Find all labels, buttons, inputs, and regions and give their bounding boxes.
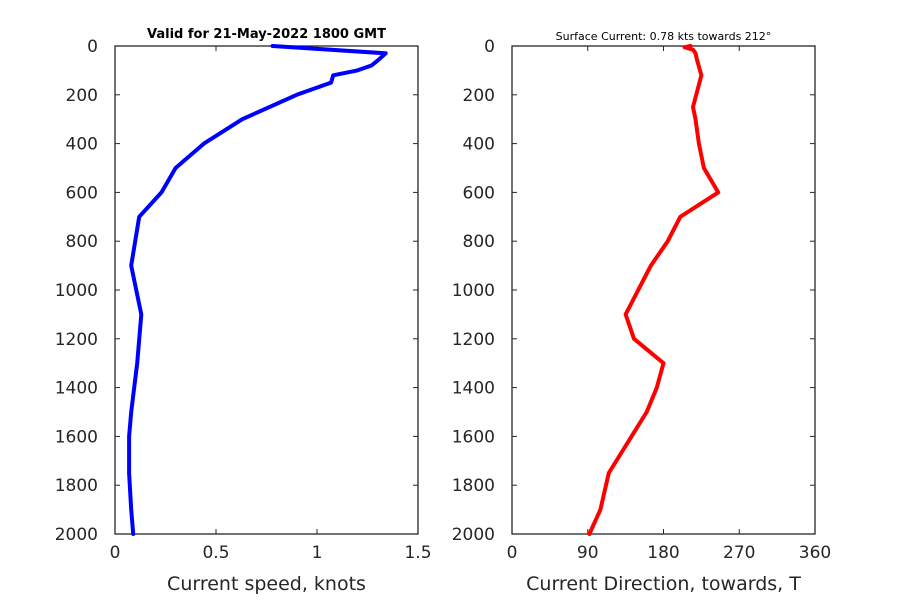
direction-y-tick-label: 1000 — [452, 281, 495, 301]
direction-y-tick-label: 2000 — [452, 525, 495, 545]
direction-x-tick-label: 180 — [647, 543, 679, 563]
direction-x-tick-label: 0 — [507, 543, 518, 563]
speed-y-tick-label: 2000 — [55, 525, 98, 545]
speed-x-tick-label: 0.5 — [202, 543, 229, 563]
direction-axes-box — [511, 45, 816, 535]
speed-y-tick-label: 400 — [66, 135, 98, 155]
direction-y-tick-label: 800 — [463, 232, 495, 252]
speed-x-tick-label: 0 — [110, 543, 121, 563]
direction-series-line — [587, 44, 721, 536]
speed-series-line — [127, 44, 388, 536]
direction-y-tick-label: 1600 — [452, 427, 495, 447]
speed-y-tick-label: 1600 — [55, 427, 98, 447]
direction-x-tick-label: 90 — [577, 543, 599, 563]
speed-x-tick-label: 1.5 — [404, 543, 431, 563]
speed-x-tick-label: 1 — [312, 543, 323, 563]
speed-y-tick-label: 200 — [66, 86, 98, 106]
speed-profile-plot: 0 0.5 1 1.5 0 200 400 600 800 1000 1200 1400 1600 180… — [55, 27, 432, 595]
direction-y-tick-label: 1800 — [452, 476, 495, 496]
speed-y-tick-label: 1800 — [55, 476, 98, 496]
direction-x-tick-label: 360 — [799, 543, 831, 563]
direction-y-tick-label: 600 — [463, 183, 495, 203]
speed-plot-title: Valid for 21-May-2022 1800 GMT — [147, 27, 386, 42]
direction-x-axis-label: Current Direction, towards, T — [526, 573, 801, 595]
direction-plot-title: Surface Current: 0.78 kts towards 212° — [556, 30, 772, 43]
speed-axes-box — [114, 45, 419, 535]
direction-profile-plot: 0 90 180 270 360 0 200 400 600 800 1000 1200 1400 160… — [452, 30, 831, 595]
speed-y-tick-label: 600 — [66, 183, 98, 203]
speed-x-axis-label: Current speed, knots — [167, 573, 366, 595]
direction-y-tick-label: 200 — [463, 86, 495, 106]
speed-y-tick-label: 1400 — [55, 379, 98, 399]
speed-y-tick-label: 1000 — [55, 281, 98, 301]
direction-y-tick-label: 400 — [463, 135, 495, 155]
speed-y-tick-label: 800 — [66, 232, 98, 252]
speed-y-tick-label: 1200 — [55, 330, 98, 350]
direction-y-tick-label: 1400 — [452, 379, 495, 399]
speed-y-tick-label: 0 — [87, 37, 98, 57]
direction-y-tick-label: 0 — [484, 37, 495, 57]
direction-x-tick-label: 270 — [723, 543, 755, 563]
direction-y-tick-label: 1200 — [452, 330, 495, 350]
